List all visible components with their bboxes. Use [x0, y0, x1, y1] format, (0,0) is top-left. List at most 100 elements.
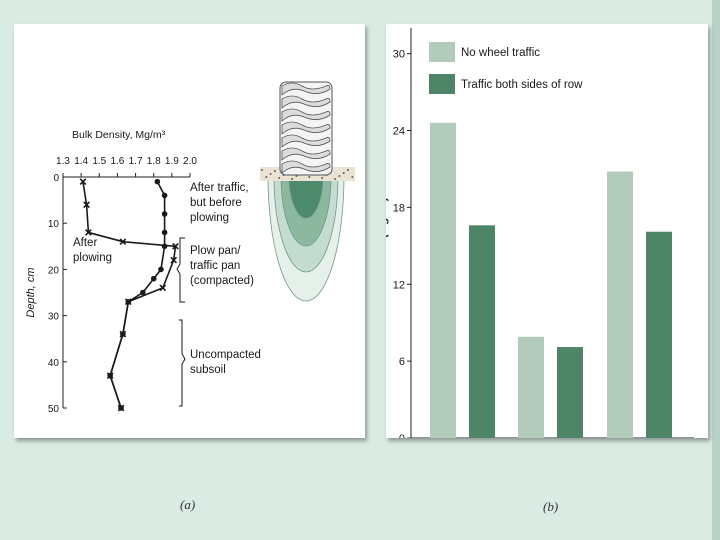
compaction-zone [288, 175, 324, 219]
annotation-ann_traffic-line: but before [190, 197, 242, 209]
x-tick-label: 1.5 [92, 156, 106, 167]
point-marker-x [79, 178, 87, 185]
soil-speckle [321, 177, 324, 179]
yield-bar-chart: 0612182430Yield (Mg/ha)FirstSecondThirdY… [377, 28, 694, 483]
point-marker-dot [150, 275, 157, 282]
y-tick-label: 10 [48, 219, 60, 230]
panel-yield: 0612182430Yield (Mg/ha)FirstSecondThirdY… [377, 24, 708, 483]
y-axis-label: Yield (Mg/ha) [386, 197, 389, 268]
bulk-density-series [79, 178, 179, 412]
point-marker-dot [161, 211, 168, 217]
point-marker-dot [107, 372, 113, 379]
legend-label: Traffic both sides of row [461, 79, 583, 91]
slide-edge [712, 0, 720, 540]
point-marker-x [159, 284, 167, 292]
y-tick-label: 0 [53, 173, 59, 184]
bar-first-no-traffic [430, 122, 456, 438]
caption-a: (a) [180, 497, 196, 512]
y-tick-label: 12 [393, 279, 405, 291]
soil-speckle [261, 169, 263, 171]
x-tick-label: 1.6 [110, 156, 124, 167]
soil-speckle [278, 177, 281, 179]
x-tick-label: 1.8 [147, 156, 161, 167]
point-marker-x [85, 229, 92, 236]
bar-third-traffic [646, 231, 672, 438]
subsoil-brace [179, 319, 186, 407]
point-marker-dot [120, 331, 126, 337]
annotation-ann_pan-line: traffic pan [190, 260, 240, 272]
annotation-ann_plowing-line: plowing [73, 252, 112, 264]
bar-second-no-traffic [518, 336, 544, 438]
x-axis-label: Bulk Density, Mg/m³ [72, 129, 166, 141]
annotation-ann_subsoil-line: Uncompacted [190, 349, 261, 361]
tire-tread [281, 134, 331, 148]
annotation-ann_traffic-line: After traffic, [190, 182, 249, 194]
soil-speckle [347, 169, 349, 171]
bulk-density-annotations: After traffic, but before plowing After plow… [73, 182, 261, 407]
soil-speckle [351, 176, 354, 178]
y-tick-label: 40 [48, 358, 60, 369]
y-axis-label: Depth, cm [25, 267, 37, 317]
x-tick-label: 1.3 [56, 156, 70, 167]
point-marker-dot [161, 229, 168, 236]
caption-b: (b) [543, 499, 559, 514]
bulk-density-axes: Bulk Density, Mg/m³ 1.3 1.4 1.5 1.6 1.7 1.8 1.9… [25, 129, 197, 415]
point-marker-x [172, 242, 179, 250]
annotation-ann_pan-line: Plow pan/ [190, 245, 241, 257]
pan-brace [176, 237, 185, 303]
series-line-after-plowing [82, 181, 177, 409]
tire-tread [281, 108, 331, 122]
y-tick-label: 6 [399, 356, 405, 368]
soil-speckle [291, 178, 294, 180]
bar-second-traffic [557, 347, 583, 438]
y-tick-label: 30 [48, 312, 60, 323]
bar-third-no-traffic [607, 171, 633, 438]
annotation-ann_plowing-line: After [73, 237, 97, 249]
annotation-ann_subsoil-line: subsoil [190, 364, 226, 376]
point-marker-dot [125, 298, 132, 305]
legend-label: No wheel traffic [461, 47, 540, 59]
tire-tread [281, 121, 331, 135]
x-tick-label: 1.7 [129, 156, 143, 167]
x-tick-label: 2.0 [183, 156, 197, 167]
point-marker-dot [140, 289, 146, 296]
panel-bulk-density: Bulk Density, Mg/m³ 1.3 1.4 1.5 1.6 1.7 1.8 1.9… [14, 24, 365, 438]
point-marker-x [83, 201, 90, 209]
annotation-ann_pan-line: (compacted) [190, 275, 254, 287]
x-tick-label: 1.9 [165, 156, 179, 167]
point-marker-dot [161, 192, 168, 199]
y-tick-label: 24 [393, 126, 405, 138]
y-tick-label: 20 [48, 265, 60, 276]
y-tick-label: 50 [48, 404, 60, 415]
soil-speckle [273, 170, 276, 172]
tire-compaction-illustration [260, 81, 355, 302]
yield-legend: No wheel traffic Traffic both sides of ro… [429, 42, 583, 94]
point-marker-x [170, 256, 178, 264]
tire-tread [281, 82, 331, 96]
bulk-density-chart: Bulk Density, Mg/m³ 1.3 1.4 1.5 1.6 1.7 1.8 1.9… [25, 81, 355, 415]
soil-speckle [342, 172, 345, 174]
tire-tread [281, 95, 331, 109]
legend-swatch-traffic [429, 74, 455, 94]
soil-speckle [338, 175, 341, 177]
point-marker-x [119, 238, 127, 246]
soil-speckle [269, 173, 272, 175]
series-line-after-traffic [109, 181, 166, 409]
y-tick-label: 30 [393, 49, 405, 61]
point-marker-dot [158, 266, 164, 273]
soil-speckle [265, 176, 268, 178]
yield-bars [430, 122, 672, 438]
point-marker-dot [161, 243, 168, 250]
bar-first-traffic [469, 225, 495, 438]
point-marker-dot [154, 178, 161, 185]
x-tick-label: 1.4 [74, 156, 88, 167]
point-marker-dot [118, 405, 124, 411]
soil-speckle [308, 176, 311, 178]
y-tick-label: 18 [393, 202, 405, 214]
annotation-ann_traffic-line: plowing [190, 212, 229, 224]
legend-swatch-no-traffic [429, 42, 455, 62]
tire-tread [281, 147, 331, 161]
tire-tread [281, 160, 331, 174]
soil-speckle [334, 178, 337, 180]
y-tick-label: 0 [399, 433, 405, 438]
